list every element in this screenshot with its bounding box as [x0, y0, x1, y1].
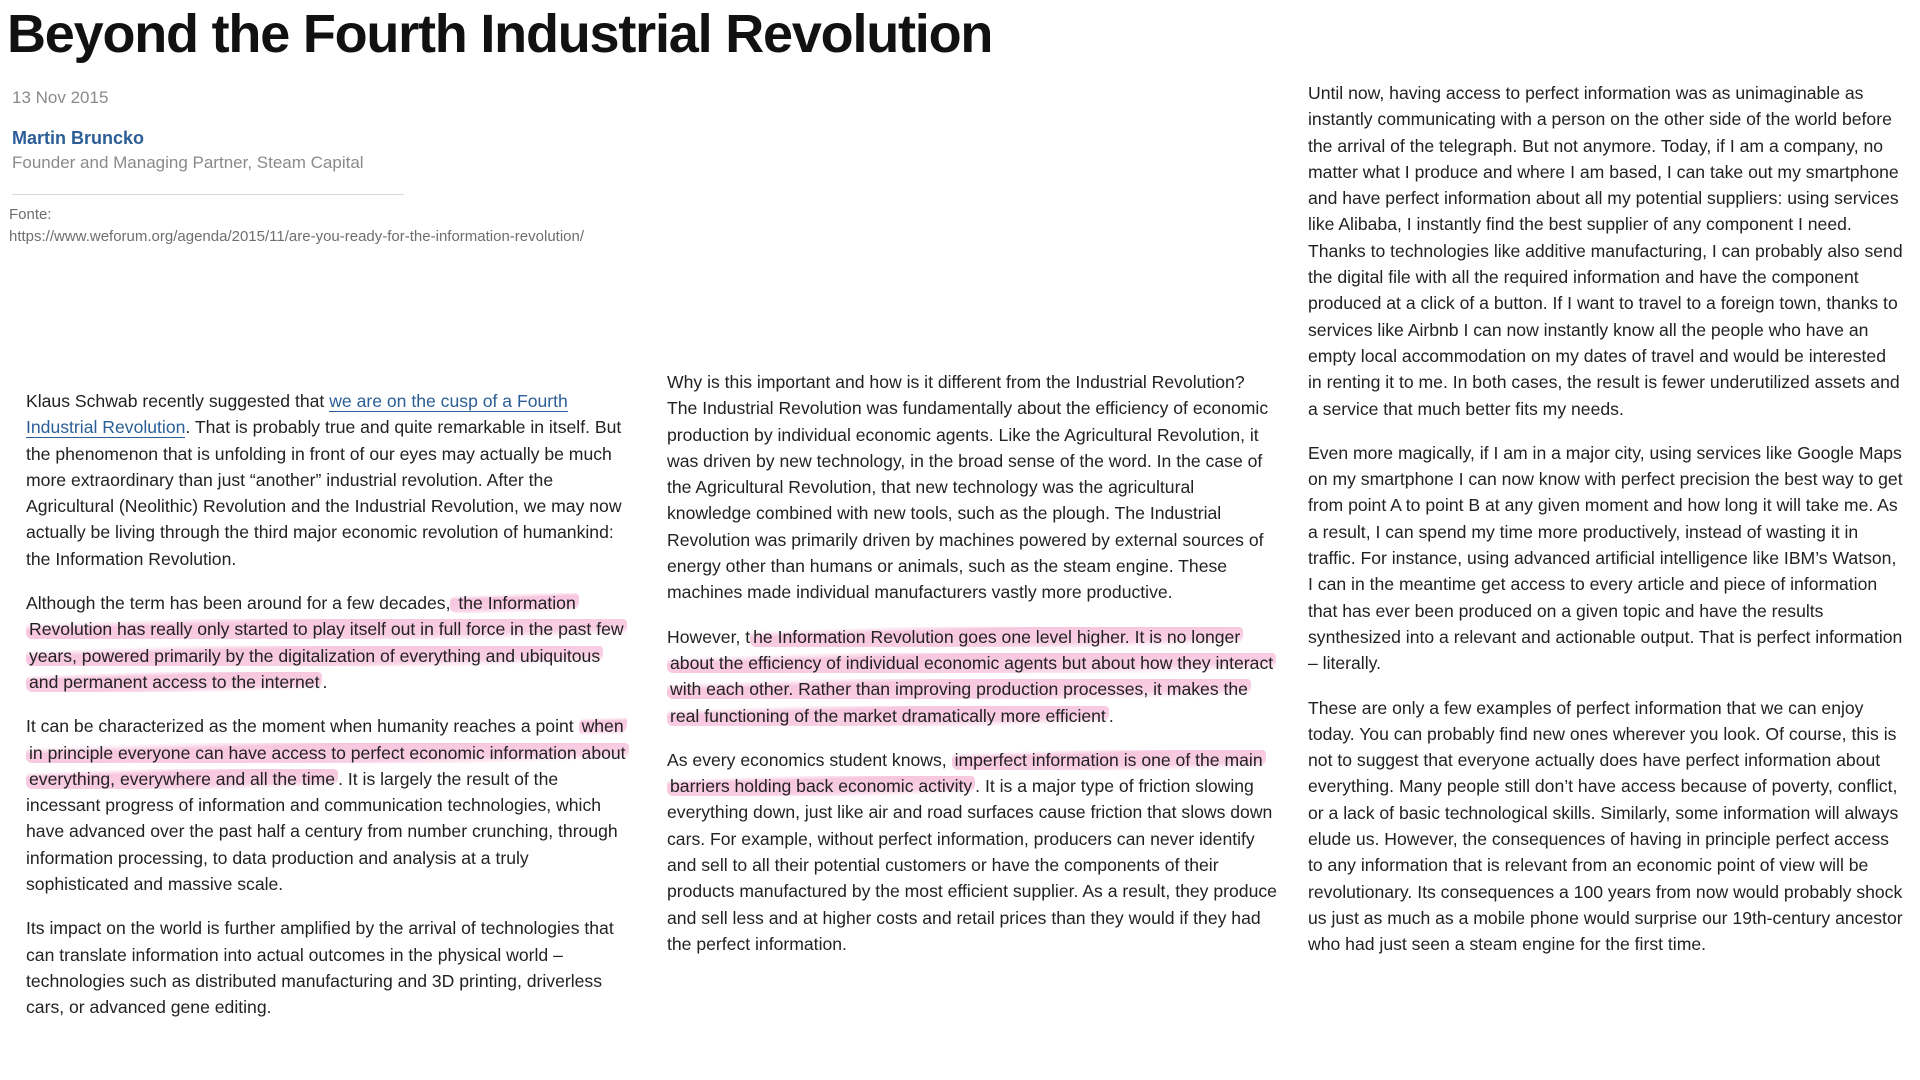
- paragraph-text: However, t: [667, 626, 751, 647]
- source-url: https://www.weforum.org/agenda/2015/11/a…: [9, 228, 585, 245]
- paragraph: Until now, having access to perfect info…: [1308, 83, 1903, 419]
- article-column-left: Klaus Schwab recently suggested that we …: [26, 388, 630, 1039]
- paragraph-text: .: [1108, 705, 1114, 726]
- paragraph-text: . It is largely the result of the incess…: [26, 768, 618, 895]
- highlighted-text: he Information Revolution goes one level…: [667, 626, 1277, 726]
- article-column-right: Until now, having access to perfect info…: [1308, 80, 1904, 976]
- paragraph: However, t he Information Revolution goes…: [667, 624, 1279, 729]
- paragraph: As every economics student knows, imperf…: [667, 747, 1279, 957]
- paragraph-text: .: [322, 671, 328, 692]
- paragraph-text: . That is probably true and quite remark…: [26, 417, 622, 569]
- header-divider: [12, 194, 404, 195]
- source-label: Fonte:: [9, 206, 52, 223]
- paragraph: Its impact on the world is further ampli…: [26, 918, 614, 1018]
- paragraph-text: As every economics student knows,: [667, 749, 952, 770]
- paragraph: These are only a few examples of perfect…: [1308, 697, 1903, 955]
- paragraph: Klaus Schwab recently suggested that we …: [26, 388, 630, 572]
- article-title: Beyond the Fourth Industrial Revolution: [7, 4, 993, 64]
- paragraph: It can be characterized as the moment wh…: [26, 713, 630, 897]
- author-name[interactable]: Martin Bruncko: [12, 128, 145, 148]
- paragraph-text: Although the term has been around for a …: [26, 593, 451, 614]
- article-column-middle: Why is this important and how is it diff…: [667, 369, 1279, 975]
- paragraph: Although the term has been around for a …: [26, 590, 630, 695]
- paragraph-text: It can be characterized as the moment wh…: [26, 716, 579, 737]
- paragraph: Even more magically, if I am in a major …: [1308, 442, 1903, 674]
- fourth-industrial-revolution-link[interactable]: we are on the cusp of a Fourth Industria…: [26, 391, 568, 439]
- publish-date: 13 Nov 2015: [12, 88, 109, 107]
- paragraph-text: . It is a major type of friction slowing…: [667, 776, 1277, 954]
- paragraph-text: Klaus Schwab recently suggested that: [26, 391, 330, 411]
- author-role: Founder and Managing Partner, Steam Capi…: [12, 153, 364, 172]
- paragraph: Why is this important and how is it diff…: [667, 372, 1269, 603]
